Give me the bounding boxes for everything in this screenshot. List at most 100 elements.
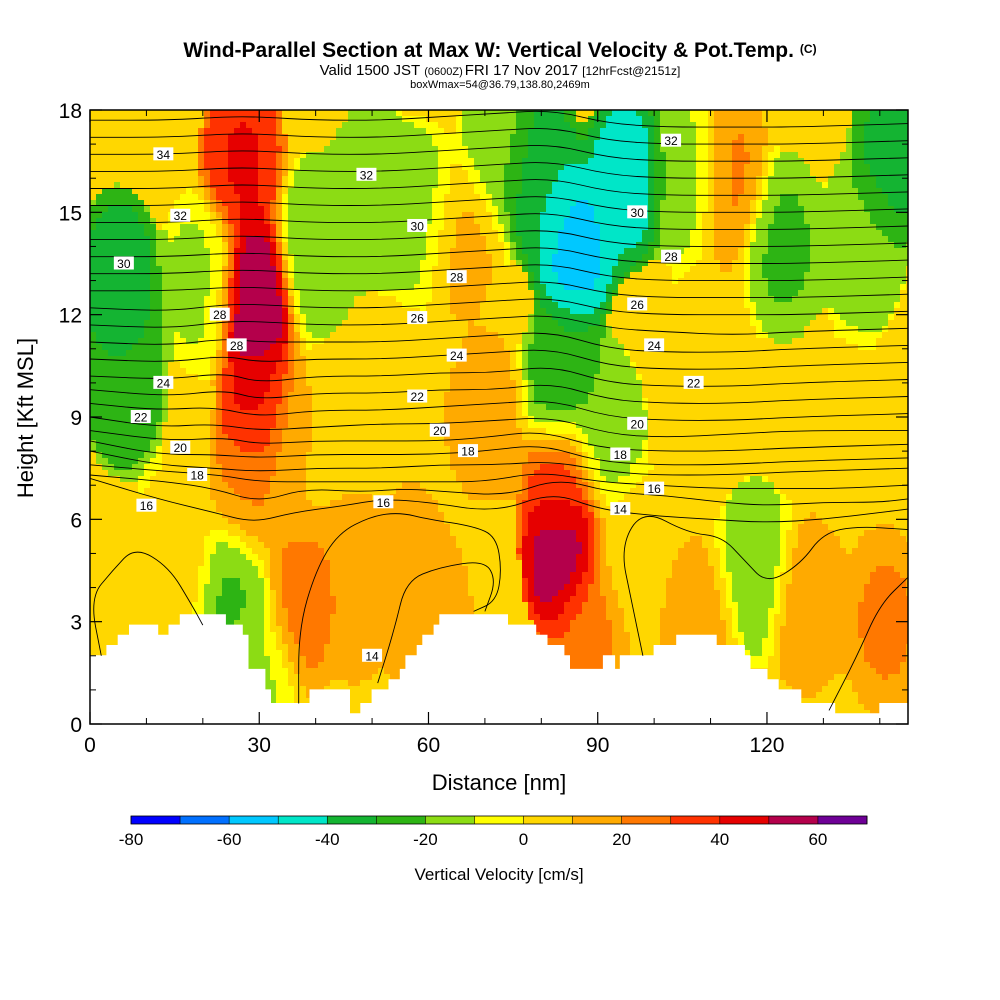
velocity-cell	[642, 314, 649, 321]
velocity-cell	[750, 254, 757, 261]
velocity-cell	[714, 182, 721, 189]
velocity-cell	[156, 308, 163, 315]
velocity-cell	[720, 242, 727, 249]
velocity-cell	[780, 320, 787, 327]
velocity-cell	[426, 158, 433, 165]
velocity-cell	[762, 266, 769, 273]
velocity-cell	[756, 110, 763, 117]
velocity-cell	[360, 116, 367, 123]
velocity-cell	[882, 116, 889, 123]
velocity-cell	[426, 278, 433, 285]
velocity-cell	[318, 146, 325, 153]
velocity-cell	[444, 224, 451, 231]
velocity-cell	[798, 158, 805, 165]
velocity-cell	[636, 152, 643, 159]
velocity-cell	[636, 116, 643, 123]
velocity-cell	[360, 128, 367, 135]
velocity-cell	[222, 266, 229, 273]
velocity-cell	[360, 146, 367, 153]
velocity-cell	[180, 146, 187, 153]
velocity-cell	[774, 206, 781, 213]
velocity-cell	[354, 254, 361, 261]
velocity-cell	[600, 212, 607, 219]
velocity-cell	[426, 326, 433, 333]
velocity-cell	[474, 134, 481, 141]
velocity-cell	[822, 278, 829, 285]
velocity-cell	[840, 134, 847, 141]
velocity-cell	[666, 314, 673, 321]
velocity-cell	[222, 200, 229, 207]
velocity-cell	[246, 194, 253, 201]
velocity-cell	[810, 320, 817, 327]
velocity-cell	[750, 290, 757, 297]
velocity-cell	[696, 296, 703, 303]
velocity-cell	[750, 188, 757, 195]
velocity-cell	[666, 122, 673, 129]
velocity-cell	[660, 194, 667, 201]
velocity-cell	[564, 314, 571, 321]
velocity-cell	[858, 182, 865, 189]
velocity-cell	[684, 128, 691, 135]
velocity-cell	[636, 308, 643, 315]
velocity-cell	[750, 194, 757, 201]
velocity-cell	[576, 158, 583, 165]
velocity-cell	[798, 266, 805, 273]
velocity-cell	[372, 110, 379, 117]
velocity-cell	[732, 230, 739, 237]
velocity-cell	[522, 224, 529, 231]
velocity-cell	[384, 176, 391, 183]
velocity-cell	[480, 308, 487, 315]
velocity-cell	[192, 326, 199, 333]
velocity-cell	[390, 110, 397, 117]
velocity-cell	[756, 278, 763, 285]
velocity-cell	[714, 230, 721, 237]
velocity-cell	[480, 122, 487, 129]
velocity-cell	[498, 314, 505, 321]
velocity-cell	[774, 308, 781, 315]
velocity-cell	[234, 206, 241, 213]
velocity-cell	[876, 278, 883, 285]
velocity-cell	[186, 140, 193, 147]
velocity-cell	[846, 140, 853, 147]
velocity-cell	[624, 200, 631, 207]
velocity-cell	[444, 200, 451, 207]
velocity-cell	[684, 206, 691, 213]
velocity-cell	[492, 224, 499, 231]
velocity-cell	[738, 122, 745, 129]
velocity-cell	[162, 206, 169, 213]
velocity-cell	[864, 170, 871, 177]
velocity-cell	[690, 320, 697, 327]
velocity-cell	[468, 236, 475, 243]
velocity-cell	[390, 302, 397, 309]
velocity-cell	[738, 182, 745, 189]
velocity-cell	[180, 296, 187, 303]
velocity-cell	[234, 314, 241, 321]
velocity-cell	[564, 308, 571, 315]
velocity-cell	[180, 248, 187, 255]
velocity-cell	[348, 302, 355, 309]
velocity-cell	[102, 206, 109, 213]
velocity-cell	[318, 242, 325, 249]
velocity-cell	[798, 224, 805, 231]
velocity-cell	[804, 176, 811, 183]
velocity-cell	[504, 188, 511, 195]
velocity-cell	[516, 254, 523, 261]
velocity-cell	[354, 212, 361, 219]
velocity-cell	[294, 110, 301, 117]
velocity-cell	[234, 236, 241, 243]
velocity-cell	[228, 170, 235, 177]
velocity-cell	[666, 296, 673, 303]
velocity-cell	[318, 176, 325, 183]
velocity-cell	[558, 266, 565, 273]
velocity-cell	[90, 320, 97, 327]
velocity-cell	[354, 218, 361, 225]
velocity-cell	[486, 272, 493, 279]
velocity-cell	[768, 320, 775, 327]
velocity-cell	[756, 212, 763, 219]
velocity-cell	[852, 308, 859, 315]
velocity-cell	[582, 296, 589, 303]
velocity-cell	[234, 200, 241, 207]
velocity-cell	[510, 146, 517, 153]
velocity-cell	[768, 290, 775, 297]
velocity-cell	[762, 308, 769, 315]
